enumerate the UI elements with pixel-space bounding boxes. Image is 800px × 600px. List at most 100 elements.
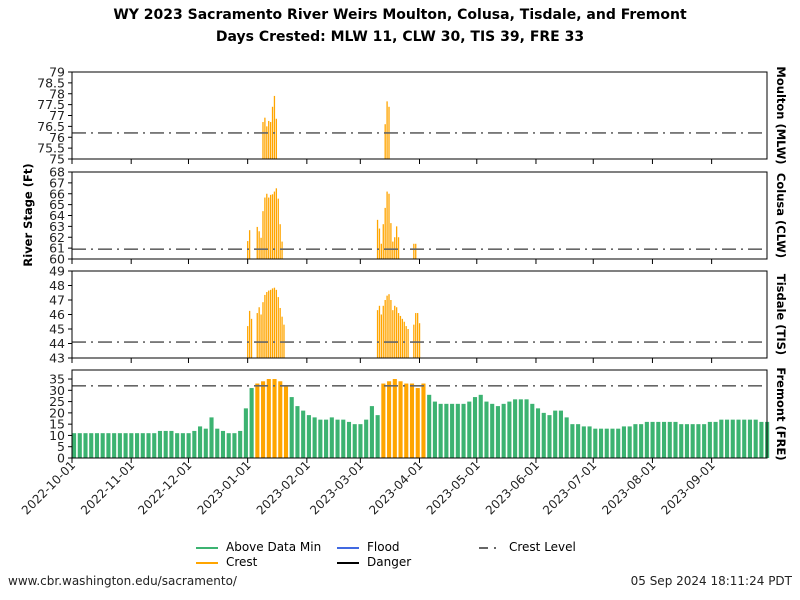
x-tick-label: 2022-12-01: [135, 458, 194, 517]
bar-crest: [279, 307, 281, 358]
bar-crest: [392, 310, 394, 358]
bar-crest: [258, 231, 260, 259]
bar-crest: [258, 307, 260, 358]
bar-crest: [279, 224, 281, 259]
y-tick-label: 76: [49, 130, 65, 145]
bar-crest: [376, 219, 379, 259]
bar-above-data-min: [318, 419, 323, 458]
y-tick-label: 46: [49, 307, 65, 322]
legend-label: Danger: [367, 555, 412, 569]
bar-above-data-min: [713, 421, 718, 458]
x-tick-label: 2023-06-01: [483, 458, 542, 517]
bar-above-data-min: [175, 433, 180, 458]
bar-above-data-min: [736, 419, 741, 458]
y-tick-label: 30: [49, 383, 65, 398]
bar-crest: [388, 193, 390, 259]
y-tick-label: 77: [49, 108, 65, 123]
bar-crest: [386, 101, 388, 159]
bar-above-data-min: [747, 419, 753, 458]
x-tick-label: 2022-11-01: [78, 458, 137, 517]
bar-above-data-min: [478, 394, 483, 458]
bar-above-data-min: [621, 426, 626, 458]
bar-above-data-min: [352, 424, 357, 458]
bar-crest: [255, 383, 260, 458]
x-tick-label: 2023-04-01: [366, 458, 425, 517]
bar-crest: [394, 305, 396, 358]
bar-crest: [275, 289, 277, 358]
bar-above-data-min: [524, 399, 529, 458]
bar-above-data-min: [587, 426, 592, 458]
panel-frame: [71, 71, 768, 160]
y-tick-label: 49: [49, 264, 65, 279]
bar-above-data-min: [77, 433, 82, 458]
legend-swatch-orange: [196, 562, 218, 564]
bar-above-data-min: [547, 415, 552, 458]
y-tick-label: 62: [49, 230, 65, 245]
bar-crest: [278, 381, 283, 458]
bar-above-data-min: [610, 428, 615, 458]
y-tick-label: 0: [57, 451, 65, 466]
bar-crest: [405, 326, 407, 358]
bar-crest: [407, 329, 409, 358]
bar-crest: [403, 321, 405, 358]
bar-above-data-min: [358, 424, 363, 458]
y-tick-label: 78: [49, 86, 65, 101]
y-tick-label: 10: [49, 428, 65, 443]
bar-above-data-min: [581, 426, 586, 458]
y-tick-label: 5: [57, 439, 65, 454]
bar-above-data-min: [238, 430, 243, 458]
bar-above-data-min: [639, 424, 644, 458]
bar-crest: [250, 318, 253, 358]
y-tick-label: 76.5: [37, 119, 65, 134]
bar-above-data-min: [467, 401, 472, 458]
bar-crest: [269, 194, 272, 259]
legend-swatch-black: [337, 562, 359, 564]
bar-above-data-min: [455, 403, 460, 458]
bar-above-data-min: [593, 428, 598, 458]
bar-above-data-min: [450, 403, 455, 458]
bar-above-data-min: [742, 419, 747, 458]
y-tick-label: 43: [49, 351, 65, 366]
bar-crest: [264, 197, 266, 259]
bar-crest: [381, 383, 386, 458]
chart-title-line2: Days Crested: MLW 11, CLW 30, TIS 39, FR…: [215, 29, 585, 45]
bar-above-data-min: [129, 433, 134, 458]
bar-above-data-min: [100, 433, 105, 458]
bar-above-data-min: [679, 424, 684, 458]
bar-above-data-min: [495, 406, 500, 458]
bar-crest: [275, 188, 277, 259]
bar-crest: [384, 207, 386, 259]
bar-above-data-min: [72, 433, 77, 458]
bar-crest: [272, 379, 277, 458]
panel-label: Moulton (MLW): [774, 66, 788, 164]
bar-above-data-min: [707, 421, 712, 458]
bar-crest: [281, 316, 283, 358]
bar-above-data-min: [249, 388, 254, 458]
legend-label: Flood: [367, 540, 400, 554]
bar-crest: [266, 292, 268, 358]
bar-above-data-min: [220, 430, 226, 458]
bar-crest: [376, 310, 379, 358]
bar-above-data-min: [696, 424, 701, 458]
bar-crest: [260, 237, 262, 259]
bar-crest: [262, 302, 264, 358]
chart-title-line1: WY 2023 Sacramento River Weirs Moulton, …: [113, 7, 687, 23]
bar-above-data-min: [83, 433, 88, 458]
bar-above-data-min: [616, 428, 621, 458]
bar-above-data-min: [192, 430, 197, 458]
bar-crest: [386, 191, 388, 259]
bar-above-data-min: [89, 433, 94, 458]
bar-crest: [261, 381, 266, 458]
bar-above-data-min: [180, 433, 185, 458]
bar-crest: [395, 226, 398, 259]
bar-above-data-min: [656, 421, 661, 458]
bar-above-data-min: [427, 394, 432, 458]
bar-above-data-min: [123, 433, 128, 458]
bar-above-data-min: [753, 419, 758, 458]
y-tick-label: 78.5: [37, 75, 65, 90]
bar-crest: [416, 313, 419, 358]
bar-above-data-min: [369, 406, 374, 458]
bar-above-data-min: [633, 424, 638, 458]
bar-above-data-min: [644, 421, 649, 458]
